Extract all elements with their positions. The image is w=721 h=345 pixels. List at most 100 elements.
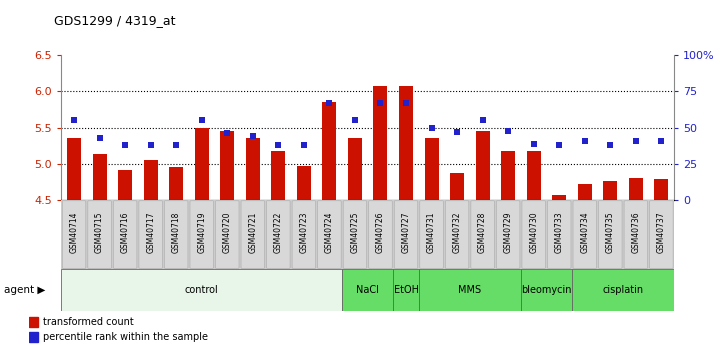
Text: NaCl: NaCl — [356, 285, 379, 295]
Text: GSM40729: GSM40729 — [504, 212, 513, 253]
Text: percentile rank within the sample: percentile rank within the sample — [43, 332, 208, 342]
Text: GSM40728: GSM40728 — [478, 212, 487, 253]
FancyBboxPatch shape — [624, 201, 647, 268]
Bar — [195, 128, 209, 200]
Text: GSM40719: GSM40719 — [198, 212, 206, 253]
Point — [247, 134, 259, 139]
Text: MMS: MMS — [459, 285, 482, 295]
Point — [145, 142, 156, 148]
Text: GSM40732: GSM40732 — [453, 212, 461, 253]
Text: GSM40722: GSM40722 — [274, 212, 283, 253]
FancyBboxPatch shape — [420, 201, 443, 268]
Bar — [526, 151, 541, 200]
Point — [528, 141, 539, 146]
Bar — [425, 138, 438, 200]
Bar — [220, 130, 234, 200]
Text: GSM40724: GSM40724 — [325, 212, 334, 253]
Point — [503, 128, 514, 133]
FancyBboxPatch shape — [139, 201, 162, 268]
Bar — [143, 160, 158, 200]
FancyBboxPatch shape — [62, 201, 86, 268]
Text: GSM40714: GSM40714 — [69, 212, 79, 253]
Text: GSM40735: GSM40735 — [606, 212, 615, 253]
Point — [68, 118, 80, 123]
FancyBboxPatch shape — [650, 201, 673, 268]
Bar — [297, 166, 311, 200]
FancyBboxPatch shape — [598, 201, 622, 268]
Text: GSM40734: GSM40734 — [580, 212, 589, 253]
Bar — [655, 179, 668, 200]
Text: GSM40731: GSM40731 — [427, 212, 436, 253]
Bar — [342, 269, 393, 310]
Point — [630, 138, 642, 144]
Text: GSM40723: GSM40723 — [299, 212, 309, 253]
FancyBboxPatch shape — [216, 201, 239, 268]
Bar — [476, 130, 490, 200]
Bar — [629, 178, 643, 200]
Text: control: control — [185, 285, 218, 295]
Point — [426, 125, 438, 130]
Point — [349, 118, 360, 123]
Bar — [603, 180, 617, 200]
Text: GSM40727: GSM40727 — [402, 212, 410, 253]
Text: GSM40718: GSM40718 — [172, 212, 181, 253]
FancyBboxPatch shape — [241, 201, 265, 268]
FancyBboxPatch shape — [394, 201, 417, 268]
FancyBboxPatch shape — [343, 201, 367, 268]
Bar — [246, 138, 260, 200]
Bar — [118, 170, 132, 200]
Text: agent ▶: agent ▶ — [4, 285, 45, 295]
Bar — [348, 138, 362, 200]
Point — [604, 142, 616, 148]
Bar — [61, 269, 342, 310]
Bar — [572, 269, 674, 310]
Text: GSM40736: GSM40736 — [632, 212, 640, 253]
Point — [170, 142, 182, 148]
Bar — [501, 151, 516, 200]
Bar — [67, 138, 81, 200]
FancyBboxPatch shape — [190, 201, 213, 268]
FancyBboxPatch shape — [88, 201, 111, 268]
Text: GSM40733: GSM40733 — [554, 212, 564, 253]
Point — [477, 118, 488, 123]
Text: GSM40726: GSM40726 — [376, 212, 385, 253]
Text: bleomycin: bleomycin — [521, 285, 572, 295]
Point — [273, 142, 284, 148]
Bar — [552, 195, 566, 200]
Text: transformed count: transformed count — [43, 317, 133, 327]
Text: GSM40720: GSM40720 — [223, 212, 231, 253]
Bar — [373, 86, 387, 200]
FancyBboxPatch shape — [446, 201, 469, 268]
Text: GSM40716: GSM40716 — [120, 212, 130, 253]
Bar — [399, 86, 413, 200]
Bar — [322, 101, 337, 200]
Text: cisplatin: cisplatin — [603, 285, 644, 295]
FancyBboxPatch shape — [573, 201, 596, 268]
Text: GSM40721: GSM40721 — [248, 212, 257, 253]
Point — [94, 135, 105, 140]
Point — [400, 100, 412, 106]
Text: GSM40717: GSM40717 — [146, 212, 155, 253]
Point — [655, 138, 667, 144]
FancyBboxPatch shape — [113, 201, 137, 268]
Bar — [29, 332, 38, 342]
FancyBboxPatch shape — [471, 201, 495, 268]
Bar — [169, 167, 183, 200]
FancyBboxPatch shape — [267, 201, 290, 268]
FancyBboxPatch shape — [368, 201, 392, 268]
Point — [554, 142, 565, 148]
Bar — [419, 269, 521, 310]
FancyBboxPatch shape — [496, 201, 520, 268]
Bar — [393, 269, 419, 310]
Bar — [450, 172, 464, 200]
Bar — [578, 184, 592, 200]
Point — [579, 138, 590, 144]
Text: GSM40730: GSM40730 — [529, 212, 538, 253]
Text: GSM40715: GSM40715 — [95, 212, 104, 253]
Bar — [92, 155, 107, 200]
Text: GDS1299 / 4319_at: GDS1299 / 4319_at — [54, 14, 176, 27]
Point — [120, 142, 131, 148]
FancyBboxPatch shape — [522, 201, 546, 268]
Bar — [521, 269, 572, 310]
Text: GSM40725: GSM40725 — [350, 212, 360, 253]
